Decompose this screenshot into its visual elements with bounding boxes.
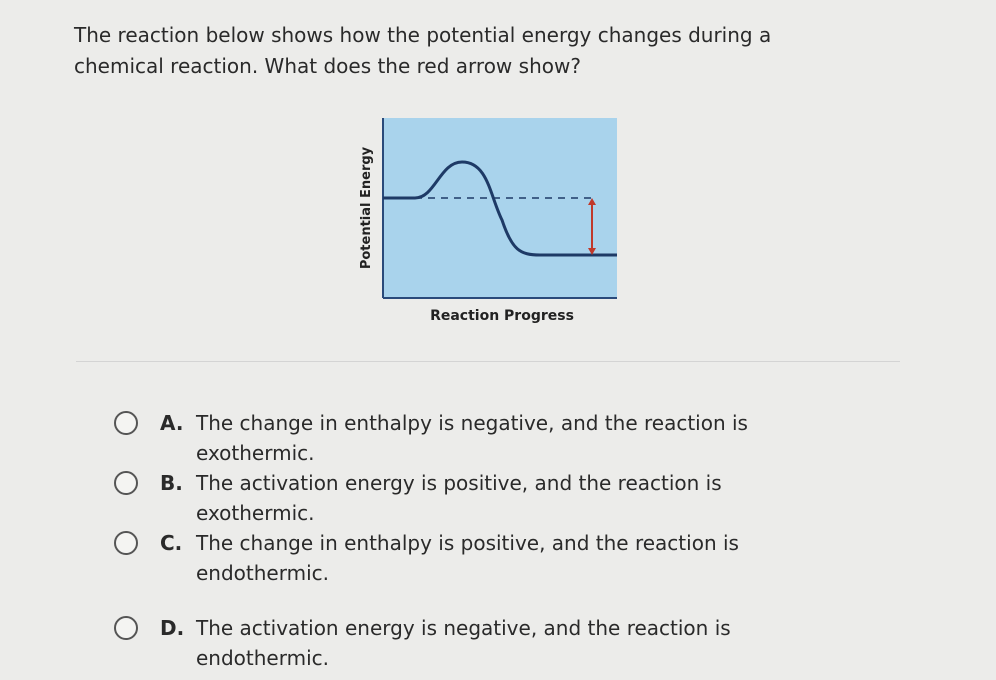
option-letter: B. bbox=[160, 471, 183, 495]
option-letter: A. bbox=[160, 411, 184, 435]
energy-curve bbox=[383, 160, 617, 257]
y-axis-label: Potential Energy bbox=[359, 146, 374, 269]
option-text: The activation energy is negative, and t… bbox=[196, 616, 731, 670]
option-letter: C. bbox=[160, 531, 183, 555]
radio-button[interactable] bbox=[114, 471, 138, 495]
plot-area bbox=[383, 118, 617, 298]
energy-diagram: Potential Energy Reaction Progress bbox=[359, 118, 617, 324]
radio-button[interactable] bbox=[114, 531, 138, 555]
question: The reaction below shows how the potenti… bbox=[74, 23, 772, 78]
radio-button[interactable] bbox=[114, 411, 138, 435]
arrow-heads bbox=[588, 198, 596, 255]
radio-button[interactable] bbox=[114, 616, 138, 640]
option[interactable]: C. The change in enthalpy is positive, an… bbox=[114, 528, 914, 588]
option[interactable]: B. The activation energy is positive, and… bbox=[114, 468, 914, 528]
divider bbox=[76, 361, 900, 362]
option-text: The change in enthalpy is positive, and … bbox=[196, 531, 739, 585]
option-letter: D. bbox=[160, 616, 185, 640]
option[interactable]: D. The activation energy is negative, and… bbox=[114, 613, 914, 673]
x-axis-label: Reaction Progress bbox=[430, 308, 574, 324]
option[interactable]: A. The change in enthalpy is negative, an… bbox=[114, 408, 914, 468]
option-text: The change in enthalpy is negative, and … bbox=[196, 411, 748, 465]
option-text: The activation energy is positive, and t… bbox=[196, 471, 722, 525]
